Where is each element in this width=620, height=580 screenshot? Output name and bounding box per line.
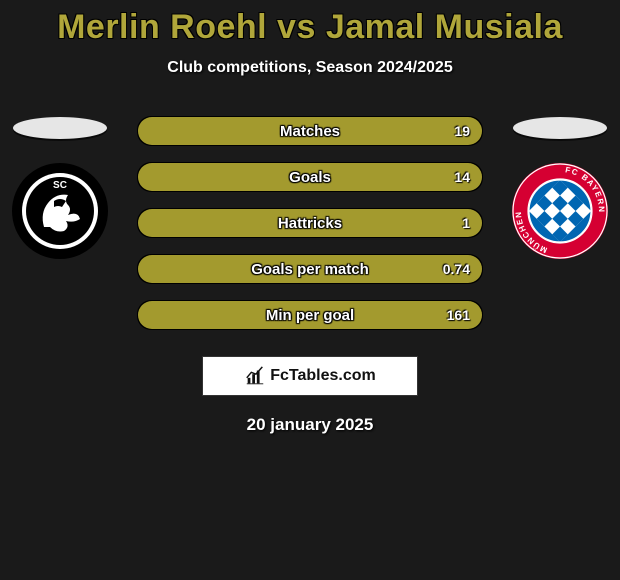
chart-icon xyxy=(244,365,266,387)
player-plate-left xyxy=(13,117,107,139)
stat-label: Min per goal xyxy=(138,301,482,329)
player-plate-right xyxy=(513,117,607,139)
stat-label: Goals xyxy=(138,163,482,191)
comparison-card: Merlin Roehl vs Jamal Musiala Club compe… xyxy=(0,0,620,435)
brand-text: FcTables.com xyxy=(270,367,376,385)
club-crest-left-icon: SC xyxy=(10,161,110,261)
right-player-column: FC BAYERN MÜNCHEN xyxy=(500,117,620,261)
stat-value-right: 161 xyxy=(447,301,470,329)
stat-bar: Matches19 xyxy=(138,117,482,145)
stat-value-right: 19 xyxy=(454,117,470,145)
stat-bar: Min per goal161 xyxy=(138,301,482,329)
stat-bar: Hattricks1 xyxy=(138,209,482,237)
stat-bars: Matches19 Goals14 Hattricks1 Goals per matc… xyxy=(138,117,482,329)
club-crest-right-icon: FC BAYERN MÜNCHEN xyxy=(510,161,610,261)
left-player-column: SC xyxy=(0,117,120,261)
svg-text:SC: SC xyxy=(53,180,67,191)
stat-value-right: 14 xyxy=(454,163,470,191)
subtitle: Club competitions, Season 2024/2025 xyxy=(0,59,620,77)
date-label: 20 january 2025 xyxy=(0,415,620,435)
stat-bar: Goals per match0.74 xyxy=(138,255,482,283)
stat-value-right: 0.74 xyxy=(443,255,470,283)
comparison-body: SC xyxy=(0,117,620,329)
brand-badge[interactable]: FcTables.com xyxy=(203,357,417,395)
page-title: Merlin Roehl vs Jamal Musiala xyxy=(0,8,620,47)
stat-value-right: 1 xyxy=(462,209,470,237)
stat-label: Hattricks xyxy=(138,209,482,237)
stat-bar: Goals14 xyxy=(138,163,482,191)
stat-label: Goals per match xyxy=(138,255,482,283)
stat-label: Matches xyxy=(138,117,482,145)
